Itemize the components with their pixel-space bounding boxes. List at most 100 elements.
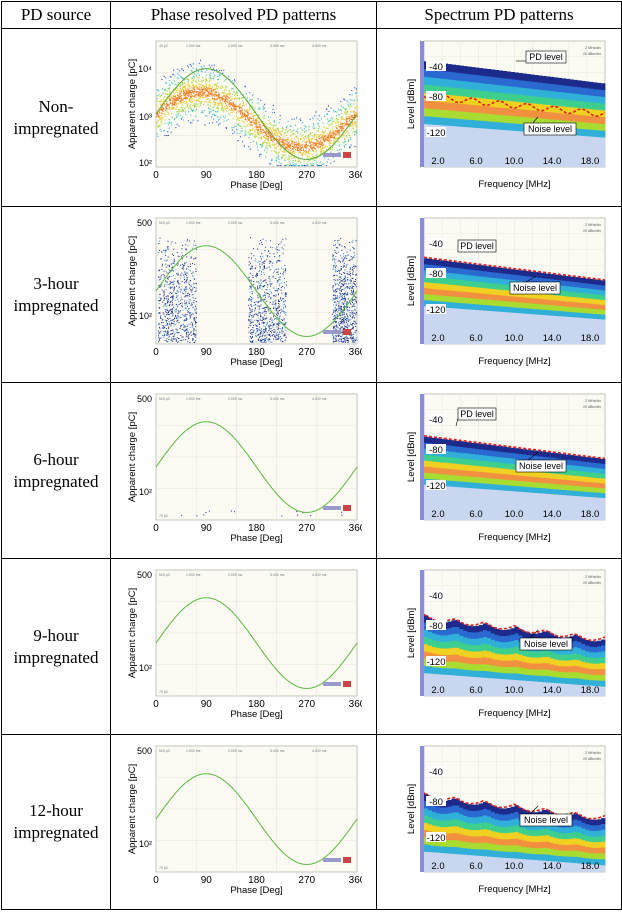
y-tick-backdrop <box>426 91 446 101</box>
spectrum-pattern-cell: 2 MHz/div 20 dBm/div -40 -80 -120 Level [dBm]… <box>376 28 622 207</box>
phase-x-tick-label: 90 <box>200 170 212 181</box>
spectrum-x-tick-label: 10.0 <box>505 509 524 520</box>
phase-y-tick-label: 10² <box>138 663 151 673</box>
spectrum-x-tick-label: 18.0 <box>581 156 600 167</box>
flag-icon <box>342 152 351 158</box>
y-tick-backdrop <box>426 656 446 666</box>
spectrum-plot: 2 MHz/div 20 dBm/div -40 -80 -120 Level [dBm]… <box>406 393 606 543</box>
software-badge <box>322 153 341 157</box>
phase-x-tick-label: 360 <box>348 347 361 358</box>
table-row: 12-hour impregnated 1.000 ms 2.000 ms 3.000 … <box>1 734 622 910</box>
spectrum-x-axis-label: Frequency [MHz] <box>478 356 550 367</box>
spectrum-scale-note: 20 dBm/div <box>583 52 601 56</box>
y-tick-backdrop <box>426 765 446 776</box>
pd-level-callout-leader <box>455 417 459 427</box>
phase-pattern-cell: 1.000 ms 2.000 ms 3.000 ms 4.000 ms 40 pC 10⁴… <box>110 28 377 207</box>
time-tick-label: 2.000 ms <box>228 44 243 48</box>
pc-scale-top-label: 500 pC <box>159 573 171 577</box>
phase-resolved-plot: 1.000 ms 2.000 ms 3.000 ms 4.000 ms 500 pC 70… <box>127 745 365 896</box>
spectrum-scale-note: 2 MHz/div <box>585 46 601 50</box>
phase-x-tick-label: 180 <box>248 699 265 710</box>
time-tick-label: 2.000 ms <box>228 749 243 753</box>
table-row: Non-impregnated 1.000 ms 2.000 ms 3.000 ms 4… <box>1 28 622 207</box>
time-tick-label: 2.000 ms <box>228 221 243 225</box>
spectrum-x-tick-label: 2.0 <box>431 333 444 344</box>
spectrum-y-axis-label: Level [dBm] <box>406 79 417 129</box>
phase-x-tick-label: 180 <box>248 347 265 358</box>
pd-scatter-cloud <box>180 510 342 517</box>
pd-level-callout-text: PD level <box>460 409 494 419</box>
phase-x-tick-label: 360 <box>348 523 361 534</box>
phase-x-axis-label: Phase [Deg] <box>230 885 282 896</box>
phase-pattern-cell: 1.000 ms 2.000 ms 3.000 ms 4.000 ms 500 pC 70… <box>110 558 377 735</box>
noise-level-callout-box <box>515 459 567 473</box>
y-tick-backdrop <box>426 61 446 71</box>
spectrum-pattern-cell: 2 MHz/div 20 dBm/div -40 -80 -120 Level [dBm]… <box>376 558 622 735</box>
y-tick-backdrop <box>426 414 446 424</box>
spectrum-scale-note: 20 dBm/div <box>583 229 601 233</box>
spectrum-scale-note: 2 MHz/div <box>585 751 601 755</box>
noise-level-callout-text: Noise level <box>528 124 572 134</box>
phase-y-tick-label: 500 <box>136 746 151 756</box>
spectrum-density <box>424 258 606 344</box>
spectrum-pattern-cell: 2 MHz/div 20 dBm/div -40 -80 -120 Level [dBm]… <box>376 382 622 559</box>
spectrum-density <box>424 436 606 520</box>
software-badge <box>322 857 341 862</box>
time-tick-label: 4.000 ms <box>312 44 327 48</box>
spectrum-y-axis-label: Level [dBm] <box>406 608 417 658</box>
spectrum-scale-note: 20 dBm/div <box>583 581 601 585</box>
phase-x-tick-label: 0 <box>153 170 159 181</box>
time-tick-label: 4.000 ms <box>312 397 327 401</box>
pd-source-cell: Non-impregnated <box>1 28 111 207</box>
noise-level-callout-text: Noise level <box>524 815 568 825</box>
spectrum-scale-note: 20 dBm/div <box>583 405 601 409</box>
phase-y-axis-label: Apparent charge [pC] <box>127 412 138 502</box>
y-tick-backdrop <box>426 268 446 278</box>
pd-source-line1: 3-hour <box>33 273 79 293</box>
spectrum-x-tick-label: 2.0 <box>431 509 444 520</box>
phase-pattern-cell: 1.000 ms 2.000 ms 3.000 ms 4.000 ms 500 pC 50… <box>110 206 377 383</box>
pc-scale-bottom-label: 70 pC <box>159 514 169 518</box>
spectrum-y-tick-label: -40 <box>429 62 443 73</box>
spectrum-pattern-cell: 2 MHz/div 20 dBm/div -40 -80 -120 Level [dBm]… <box>376 206 622 383</box>
phase-x-tick-label: 0 <box>153 523 159 534</box>
pd-level-callout-box <box>525 50 567 64</box>
pd-source-cell: 6-hour impregnated <box>1 382 111 559</box>
spectrum-y-tick-label: -40 <box>429 767 443 778</box>
software-badge <box>322 330 341 334</box>
spectrum-x-tick-label: 18.0 <box>581 685 600 696</box>
pd-source-line2: impregnated <box>13 471 99 491</box>
pd-source-line2: impregnated <box>13 647 99 667</box>
spectrum-scale-note: 20 dBm/div <box>583 757 601 761</box>
table-row: 6-hour impregnated 1.000 ms 2.000 ms 3.000 m… <box>1 382 622 559</box>
pd-scatter-cloud <box>155 59 358 167</box>
noise-level-callout-box <box>509 281 561 295</box>
phase-x-tick-label: 90 <box>200 875 212 886</box>
flag-icon <box>342 329 351 335</box>
spectrum-y-tick-label: -120 <box>426 128 445 139</box>
pd-level-callout-box <box>457 407 497 421</box>
time-tick-label: 1.000 ms <box>186 573 201 577</box>
software-badge <box>322 682 341 686</box>
phase-x-tick-label: 360 <box>348 875 361 886</box>
time-tick-label: 2.000 ms <box>228 397 243 401</box>
phase-x-tick-label: 90 <box>200 523 212 534</box>
phase-x-tick-label: 270 <box>298 170 315 181</box>
pd-source-cell: 9-hour impregnated <box>1 558 111 735</box>
pd-source-line1: 6-hour <box>33 449 79 469</box>
spectrum-scale-note: 2 MHz/div <box>585 399 601 403</box>
spectrum-x-tick-label: 10.0 <box>505 333 524 344</box>
phase-x-tick-label: 0 <box>153 699 159 710</box>
table-row: 9-hour impregnated 1.000 ms 2.000 ms 3.000 m… <box>1 558 622 735</box>
spectrum-x-tick-label: 6.0 <box>469 333 482 344</box>
level-scale-bar <box>420 570 424 696</box>
phase-y-tick-label: 10² <box>138 158 151 168</box>
pd-source-line1: 12-hour <box>29 801 83 820</box>
phase-y-axis-label: Apparent charge [pC] <box>127 236 138 326</box>
spectrum-scale-note: 2 MHz/div <box>585 575 601 579</box>
level-scale-bar <box>420 218 424 344</box>
phase-y-tick-label: 500 <box>136 394 151 404</box>
spectrum-y-tick-label: -120 <box>426 657 445 668</box>
spectrum-plot: 2 MHz/div 20 dBm/div -40 -80 -120 Level [dBm]… <box>406 40 606 190</box>
spectrum-y-tick-label: -120 <box>426 305 445 316</box>
